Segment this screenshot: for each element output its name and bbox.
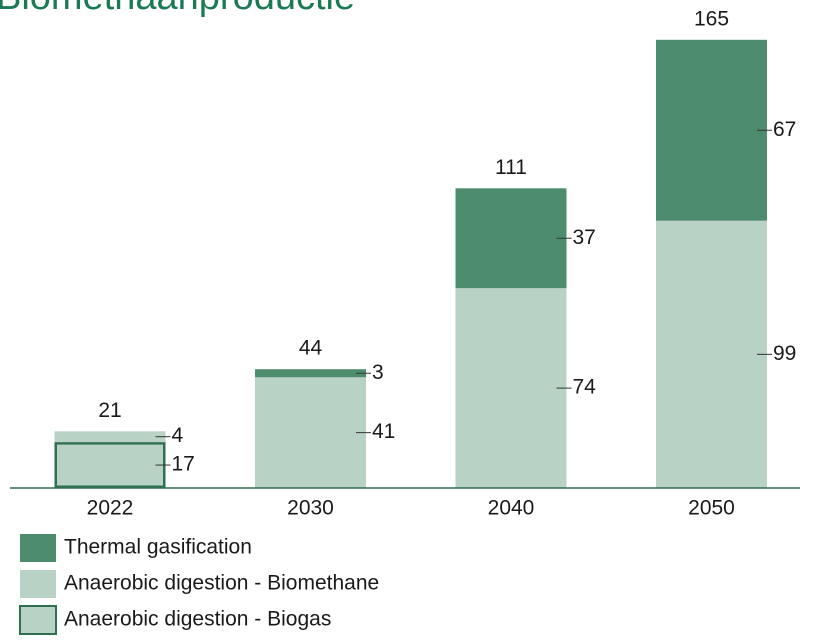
bar-segment [255,369,366,378]
bar-segment [656,220,767,488]
segment-label: 3 [372,361,384,384]
bar-segment [54,442,166,489]
legend-label: Anaerobic digestion - Biogas [64,608,331,631]
bar-segment [54,431,166,443]
total-label: 165 [694,7,729,30]
x-tick-label: 2040 [488,497,535,520]
segment-label: 41 [372,420,395,443]
total-label: 111 [495,156,527,179]
segment-label: 4 [172,424,184,447]
segment-label: 67 [773,118,796,141]
segment-label: 74 [573,376,597,399]
x-tick-label: 2030 [287,497,334,520]
legend-label: Anaerobic digestion - Biomethane [64,572,379,595]
bar-segment [255,377,366,488]
bar-segment [656,39,767,221]
bar-segment [455,288,567,488]
total-label: 21 [98,399,121,422]
legend-swatch [20,534,56,562]
bar-segment [455,188,567,289]
legend-swatch [19,605,57,635]
total-label: 44 [299,337,323,360]
x-tick-label: 2050 [688,497,735,520]
segment-label: 99 [773,342,796,365]
segment-label: 37 [573,226,596,249]
legend-label: Thermal gasification [64,536,252,559]
x-tick-label: 2022 [87,497,134,520]
segment-label: 17 [172,453,195,476]
legend-swatch [20,570,56,598]
chart-title: Biomethaanproductie [0,0,355,18]
